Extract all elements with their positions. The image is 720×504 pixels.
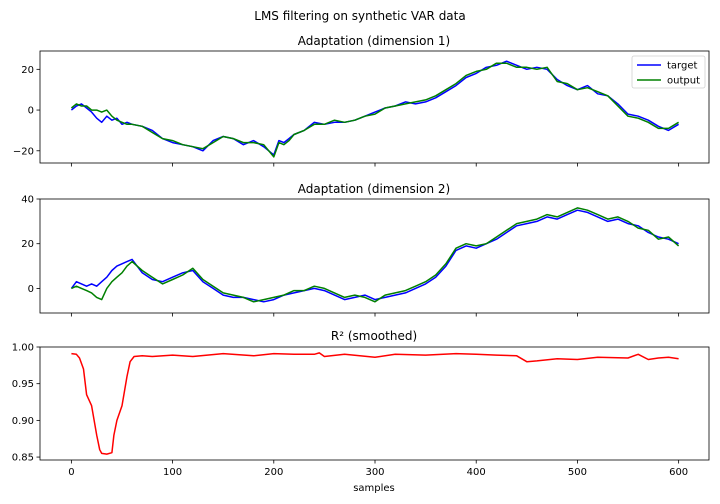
y-tick-label: −20: [13, 146, 34, 157]
legend-output-label: output: [667, 76, 700, 87]
series-line-target: [70, 209, 679, 303]
panel-3-title: R² (smoothed): [331, 329, 417, 343]
panel-3-ticks: 0 100 200 300 400 500 600 0.85 0.90 0.95 1.00: [12, 343, 688, 479]
x-axis-label: samples: [353, 483, 395, 494]
series-line-output: [71, 207, 680, 303]
panel-2-ticks: 0 20 40: [21, 195, 680, 317]
figure-suptitle: LMS filtering on synthetic VAR data: [254, 9, 465, 23]
panel-1-series: [70, 60, 679, 158]
x-tick-label: 200: [264, 467, 283, 478]
y-tick-label: 20: [21, 65, 34, 76]
panel-2-series: [70, 207, 680, 303]
panel-3-series: [71, 352, 679, 455]
panel-1-frame: [39, 50, 710, 164]
panel-1-legend: target output: [631, 55, 706, 89]
series-line-r2: [71, 352, 679, 455]
panel-dimension-1: Adaptation (dimension 1) −20 0 20 target o…: [13, 34, 710, 167]
x-tick-label: 0: [68, 467, 74, 478]
series-line-target: [70, 60, 679, 156]
panel-2-frame: [39, 198, 710, 314]
x-tick-label: 300: [365, 467, 384, 478]
y-tick-label: 20: [21, 239, 34, 250]
series-line-output: [70, 62, 679, 158]
y-tick-label: 40: [21, 195, 34, 206]
x-tick-label: 600: [669, 467, 688, 478]
panel-dimension-2: Adaptation (dimension 2) 0 20 40: [21, 182, 710, 317]
y-tick-label: 1.00: [12, 343, 34, 354]
y-tick-label: 0: [28, 284, 34, 295]
x-tick-label: 100: [163, 467, 182, 478]
y-tick-label: 0.95: [12, 379, 34, 390]
y-tick-label: 0.85: [12, 453, 34, 464]
y-tick-label: 0: [28, 106, 34, 117]
x-tick-label: 400: [467, 467, 486, 478]
x-tick-label: 500: [568, 467, 587, 478]
panel-1-title: Adaptation (dimension 1): [298, 34, 450, 48]
panel-1-ticks: −20 0 20: [13, 65, 680, 167]
legend-target-label: target: [667, 61, 697, 72]
y-tick-label: 0.90: [12, 416, 34, 427]
panel-2-title: Adaptation (dimension 2): [298, 182, 450, 196]
panel-3-frame: [39, 346, 710, 461]
panel-r2: R² (smoothed) 0 100 200 300 400 500 600 0.85 0.9…: [12, 329, 710, 494]
